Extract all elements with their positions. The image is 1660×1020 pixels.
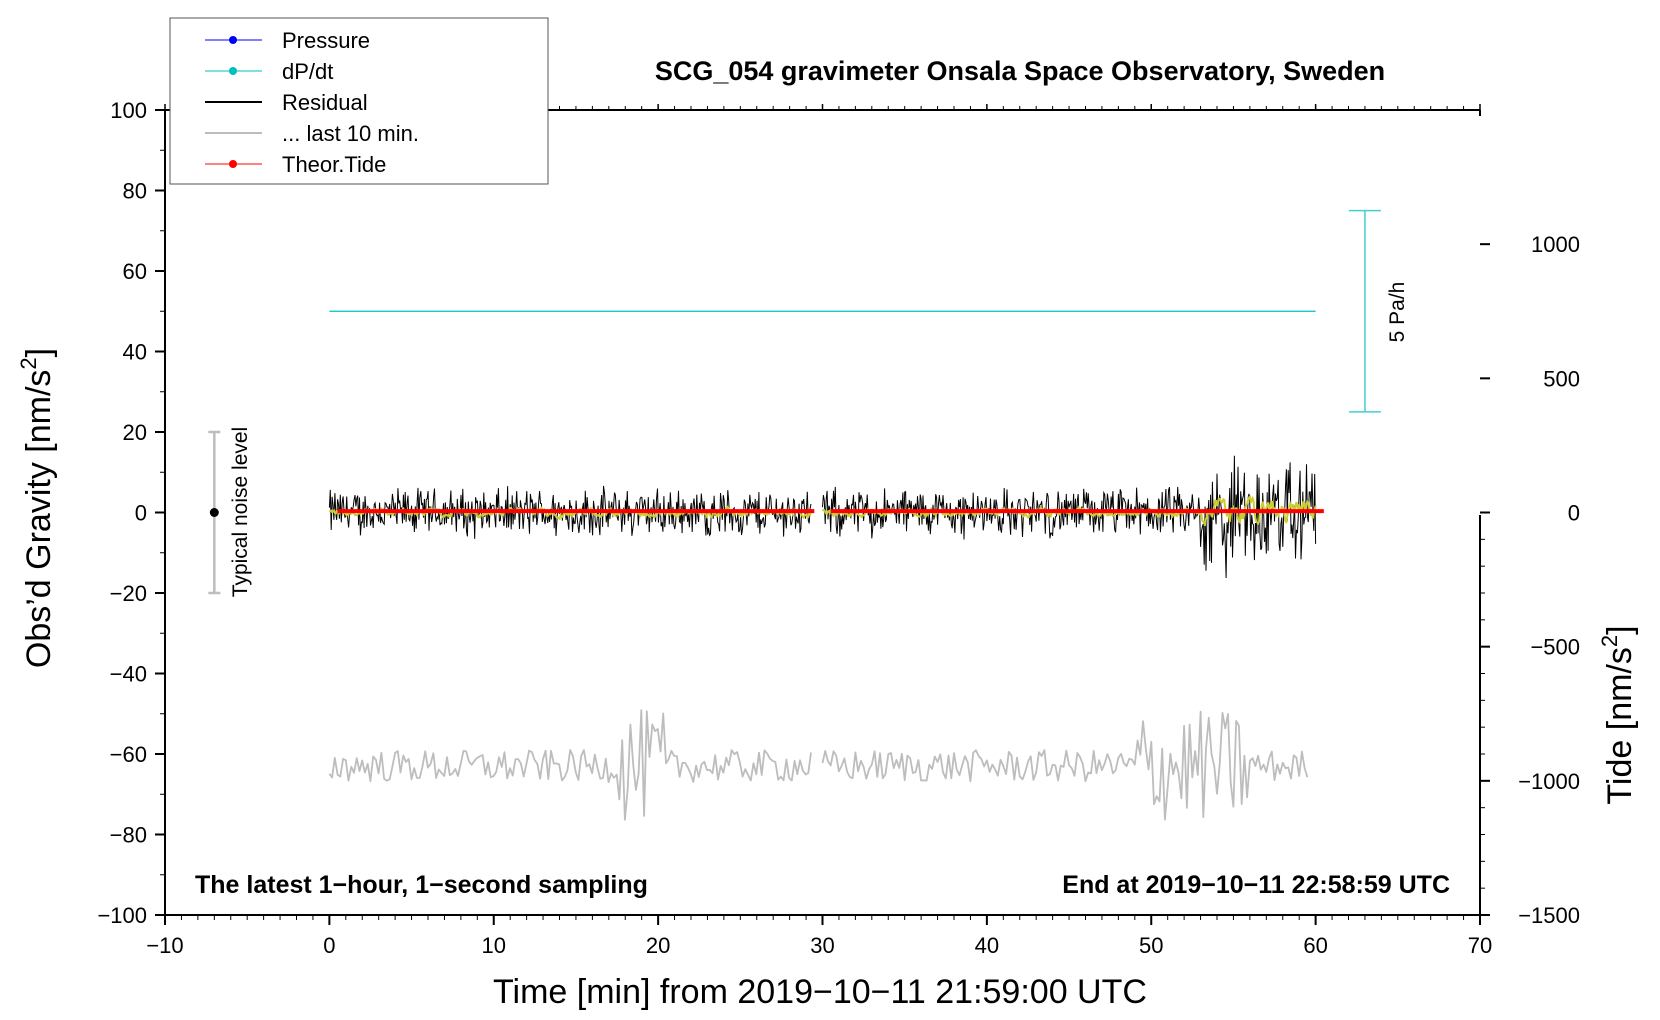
y-tick-label: 100	[110, 98, 147, 123]
right-axis-label: Tide [nm/s2]	[1597, 625, 1639, 804]
y-tick-label: 0	[135, 501, 147, 526]
right-axis-label-sup: 2	[1597, 635, 1622, 647]
right-tick-label: 500	[1543, 366, 1580, 391]
series-residual-smoothed-line	[821, 495, 1317, 527]
y-tick-label: −40	[110, 662, 147, 687]
annotation-sampling: The latest 1−hour, 1−second sampling	[195, 871, 648, 899]
x-tick-label: 0	[323, 933, 335, 958]
x-tick-label: 60	[1303, 933, 1327, 958]
x-tick-label: 30	[810, 933, 834, 958]
y-tick-label: −60	[110, 742, 147, 767]
y-tick-label: −80	[110, 823, 147, 848]
legend-label: Theor.Tide	[282, 152, 386, 177]
right-tick-label: −1500	[1518, 903, 1580, 928]
right-axis-label-main: Tide [nm/s	[1601, 647, 1639, 804]
x-tick-label: −10	[146, 933, 183, 958]
y-axis-label: Obs’d Gravity [nm/s2]	[16, 348, 58, 668]
x-tick-label: 50	[1139, 933, 1163, 958]
y-tick-label: 80	[123, 179, 147, 204]
noise-bar-center	[209, 508, 219, 517]
series-residual-line	[822, 455, 1317, 579]
chart-title: SCG_054 gravimeter Onsala Space Observat…	[655, 56, 1385, 86]
right-axis-label-suffix: ]	[1601, 625, 1639, 634]
series-last10-line	[328, 709, 812, 821]
series-group	[208, 209, 1381, 821]
legend-label: dP/dt	[282, 59, 333, 84]
y-axis-label-sup: 2	[16, 357, 41, 369]
x-tick-label: 10	[482, 933, 506, 958]
axes: −10 0 10 20 30 40 50 60 70−100−80−60−40−20020406…	[97, 98, 1580, 958]
y-tick-label: −20	[110, 581, 147, 606]
x-tick-label: 70	[1468, 933, 1492, 958]
legend-label: Residual	[282, 90, 368, 115]
right-tick-label: 0	[1568, 501, 1580, 526]
y-axis-label-main: Obs’d Gravity [nm/s	[20, 370, 58, 669]
y-tick-label: −100	[97, 903, 147, 928]
y-tick-label: 40	[123, 340, 147, 365]
legend: Pressure dP/dt Residual ... last 10 min. The…	[169, 17, 549, 185]
noise-level-label: Typical noise level	[229, 427, 252, 597]
y-axis-label-suffix: ]	[20, 348, 58, 357]
x-tick-label: 40	[975, 933, 999, 958]
y-tick-label: 20	[123, 420, 147, 445]
legend-marker	[229, 67, 237, 75]
right-tick-label: −1000	[1518, 769, 1580, 794]
series-last10-line	[821, 710, 1309, 821]
x-tick-label: 20	[646, 933, 670, 958]
scale-bar-label: 5 Pa/h	[1386, 282, 1409, 343]
annotation-end-time: End at 2019−10−11 22:58:59 UTC	[1062, 871, 1450, 899]
right-tick-label: −500	[1530, 635, 1580, 660]
y-tick-label: 60	[123, 259, 147, 284]
legend-marker	[229, 36, 237, 44]
legend-label: Pressure	[282, 28, 370, 53]
x-axis-label: Time [min] from 2019−10−11 21:59:00 UTC	[493, 973, 1147, 1011]
legend-marker	[229, 160, 237, 168]
right-tick-label: 1000	[1531, 232, 1580, 257]
legend-label: ... last 10 min.	[282, 121, 419, 146]
